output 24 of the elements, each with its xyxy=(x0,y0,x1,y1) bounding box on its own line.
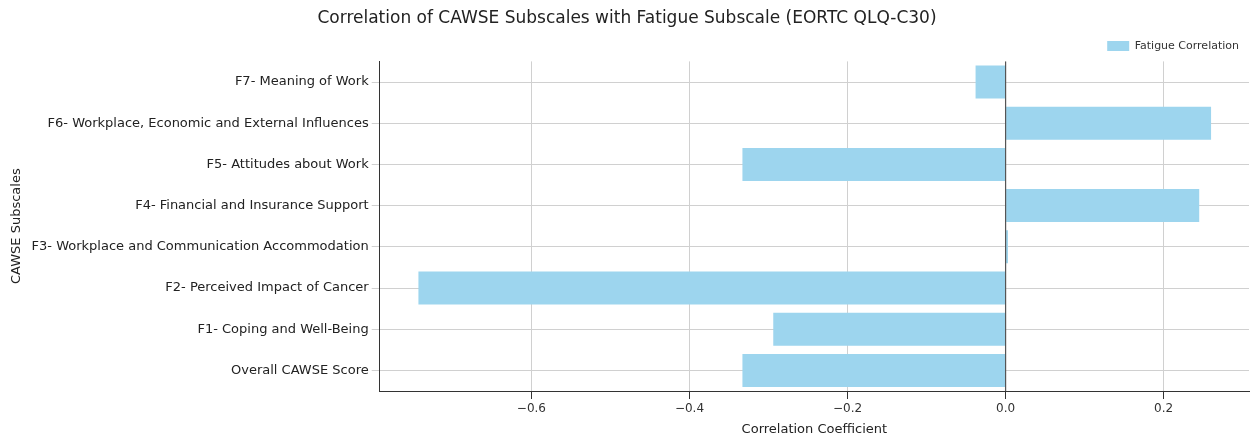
x-tick-label: −0.2 xyxy=(832,401,863,416)
bar xyxy=(773,312,1006,346)
x-tick-label: 0.2 xyxy=(1154,401,1174,416)
bar xyxy=(742,147,1006,181)
y-tick-label: F1- Coping and Well-Being xyxy=(197,320,369,336)
bar xyxy=(975,65,1006,99)
bar xyxy=(418,271,1006,305)
y-tick-label: F7- Meaning of Work xyxy=(234,73,370,89)
y-tick-label: Overall CAWSE Score xyxy=(230,361,369,377)
bar xyxy=(1006,106,1212,140)
y-axis-title: CAWSE Subscales xyxy=(8,168,24,285)
y-tick-label: F2- Perceived Impact of Cancer xyxy=(165,279,370,295)
x-tick-label: −0.4 xyxy=(674,401,705,416)
y-tick-label: F3- Workplace and Communication Accommodation xyxy=(31,238,369,254)
chart-title: Correlation of CAWSE Subscales with Fatigue Subscale (EORTC QLQ-C30) xyxy=(317,6,937,27)
x-tick-label: 0.0 xyxy=(996,401,1016,416)
x-axis-title: Correlation Coefficient xyxy=(741,420,888,436)
bar xyxy=(742,353,1006,387)
legend-label: Fatigue Correlation xyxy=(1134,38,1240,52)
x-tick-label: −0.6 xyxy=(516,401,546,416)
bar xyxy=(1006,189,1200,223)
y-tick-label: F6- Workplace, Economic and External Influences xyxy=(47,114,369,130)
y-tick-label: F5- Attitudes about Work xyxy=(206,155,370,171)
y-tick-label: F4- Financial and Insurance Support xyxy=(135,196,369,212)
